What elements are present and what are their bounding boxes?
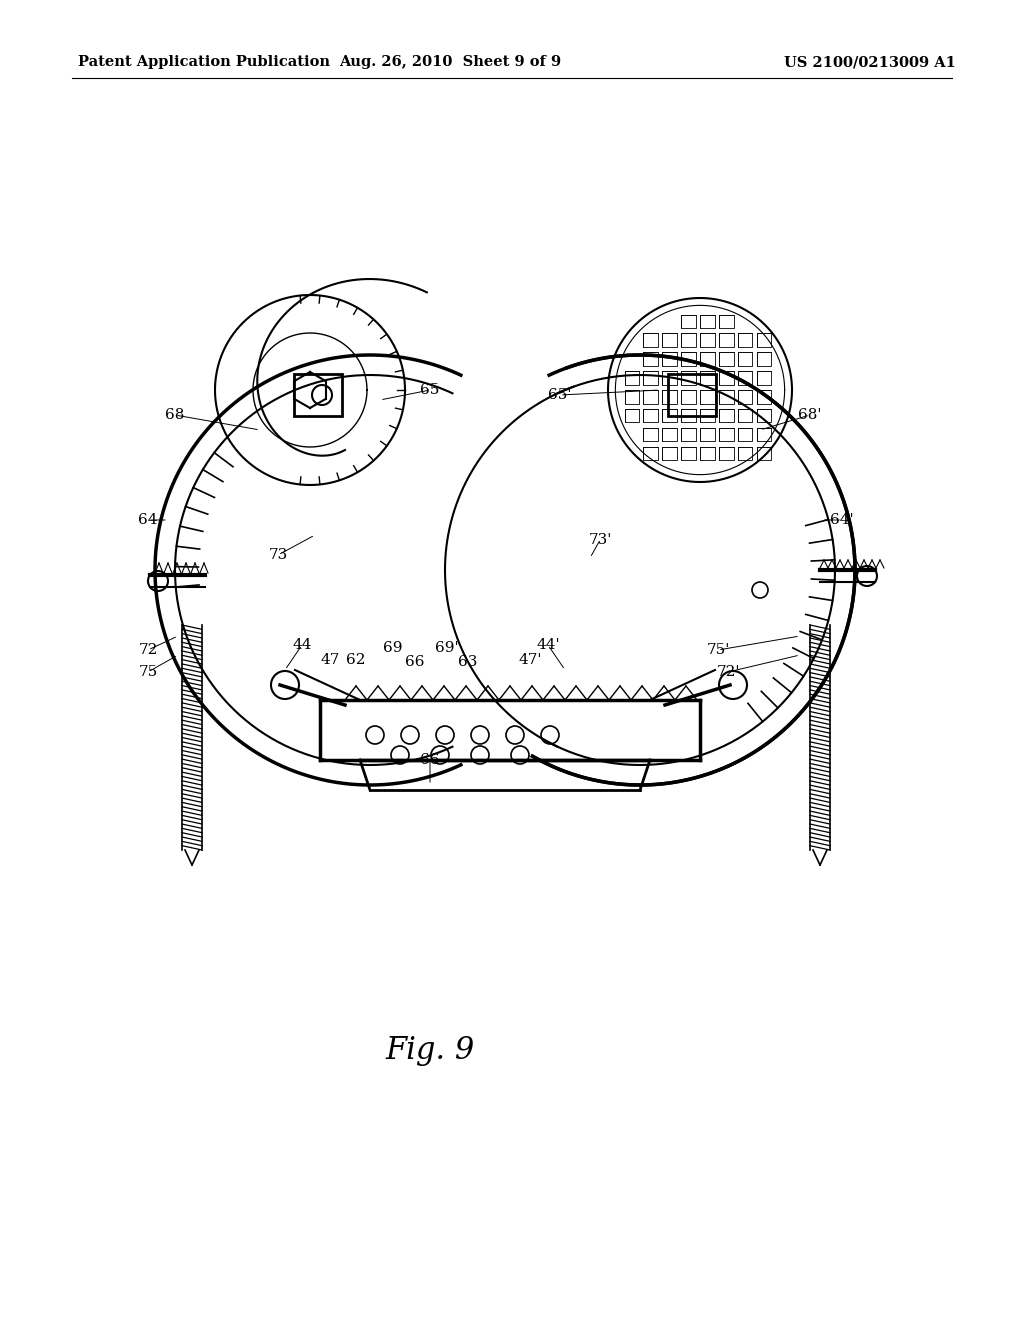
Bar (757, 371, 771, 384)
Bar (700, 352, 715, 366)
Text: 64': 64' (830, 513, 854, 527)
Text: Patent Application Publication: Patent Application Publication (78, 55, 330, 69)
Bar (663, 352, 677, 366)
Bar (668, 374, 716, 416)
Bar (643, 371, 658, 384)
Text: 63: 63 (459, 655, 477, 669)
Bar (737, 389, 753, 404)
Text: 47': 47' (518, 653, 542, 667)
Text: 44: 44 (292, 638, 311, 652)
Text: 69: 69 (383, 642, 402, 655)
Text: 62: 62 (346, 653, 366, 667)
Bar (719, 389, 733, 404)
Bar (663, 409, 677, 422)
Text: 68': 68' (799, 408, 821, 422)
Bar (663, 334, 677, 347)
Bar (737, 446, 753, 461)
Bar (681, 314, 696, 329)
Bar (681, 428, 696, 441)
Bar (681, 409, 696, 422)
Bar (719, 314, 733, 329)
Bar (700, 389, 715, 404)
Bar (663, 446, 677, 461)
Text: Aug. 26, 2010  Sheet 9 of 9: Aug. 26, 2010 Sheet 9 of 9 (339, 55, 561, 69)
Bar (700, 334, 715, 347)
Bar (737, 409, 753, 422)
Bar (737, 352, 753, 366)
Bar (700, 409, 715, 422)
Text: 44': 44' (537, 638, 560, 652)
Bar (625, 409, 639, 422)
Text: 72': 72' (716, 665, 739, 678)
Text: 65': 65' (548, 388, 571, 403)
Bar (757, 352, 771, 366)
Text: 75: 75 (138, 665, 158, 678)
Bar (719, 428, 733, 441)
Text: Fig. 9: Fig. 9 (385, 1035, 475, 1065)
Bar (737, 334, 753, 347)
Bar (757, 389, 771, 404)
Bar (663, 428, 677, 441)
Text: 72: 72 (138, 643, 158, 657)
Bar (700, 428, 715, 441)
Bar (737, 428, 753, 441)
Text: 66: 66 (420, 752, 439, 767)
Bar (643, 446, 658, 461)
Bar (700, 371, 715, 384)
Bar (663, 389, 677, 404)
Bar (625, 389, 639, 404)
Bar (681, 371, 696, 384)
Bar (643, 389, 658, 404)
Bar (757, 446, 771, 461)
Bar (719, 409, 733, 422)
Bar (757, 409, 771, 422)
Bar (757, 334, 771, 347)
Text: 47: 47 (321, 653, 340, 667)
Text: 64: 64 (138, 513, 158, 527)
Bar (719, 371, 733, 384)
Bar (737, 371, 753, 384)
Bar (719, 334, 733, 347)
Bar (294, 374, 342, 416)
Text: US 2100/0213009 A1: US 2100/0213009 A1 (784, 55, 956, 69)
Bar (757, 428, 771, 441)
Text: 66: 66 (406, 655, 425, 669)
Bar (700, 446, 715, 461)
Text: 73: 73 (268, 548, 288, 562)
Bar (681, 446, 696, 461)
Bar (681, 389, 696, 404)
Text: 65: 65 (420, 383, 439, 397)
Text: 69': 69' (435, 642, 459, 655)
Bar (643, 352, 658, 366)
Bar (681, 334, 696, 347)
Text: 75': 75' (707, 643, 730, 657)
Bar (700, 314, 715, 329)
Bar (643, 428, 658, 441)
Bar (643, 409, 658, 422)
Bar (681, 352, 696, 366)
Bar (719, 352, 733, 366)
Bar (719, 446, 733, 461)
Bar (663, 371, 677, 384)
Bar (643, 334, 658, 347)
Bar (625, 371, 639, 384)
Text: 73': 73' (589, 533, 611, 546)
Text: 68: 68 (165, 408, 184, 422)
